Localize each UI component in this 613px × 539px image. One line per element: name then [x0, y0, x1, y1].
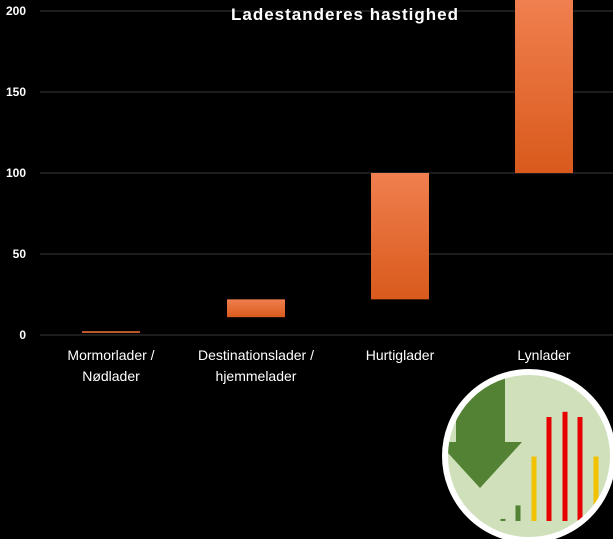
badge-bar [546, 417, 552, 521]
badge-bar [593, 456, 599, 521]
badge-bar [577, 417, 583, 521]
x-tick-label: Hurtiglader [366, 347, 435, 363]
bar [82, 331, 140, 333]
y-tick-label: 100 [6, 166, 26, 180]
chart-title: Ladestanderes hastighed [230, 5, 459, 24]
bars [82, 0, 573, 333]
bar [515, 0, 573, 173]
y-tick-label: 150 [6, 85, 26, 99]
badge-bar [500, 518, 506, 521]
x-tick-label: Mormorlader / Nødlader [67, 347, 154, 384]
x-axis-labels: Mormorlader / Nødlader Destinationslader /… [67, 347, 570, 384]
badge-bar [562, 411, 568, 521]
x-tick-label: Lynlader [517, 347, 571, 363]
bar [227, 299, 285, 318]
y-tick-label: 50 [13, 247, 27, 261]
badge-bars [500, 411, 599, 521]
badge-bar [515, 505, 521, 521]
y-axis-ticks: 0 50 100 150 200 [6, 4, 26, 342]
bar [371, 173, 429, 300]
x-tick-label: Destinationslader / hjemmelader [198, 347, 314, 384]
download-arrow-with-bars-icon [442, 369, 613, 539]
y-tick-label: 200 [6, 4, 26, 18]
badge-bar [531, 456, 537, 521]
y-tick-label: 0 [19, 328, 26, 342]
